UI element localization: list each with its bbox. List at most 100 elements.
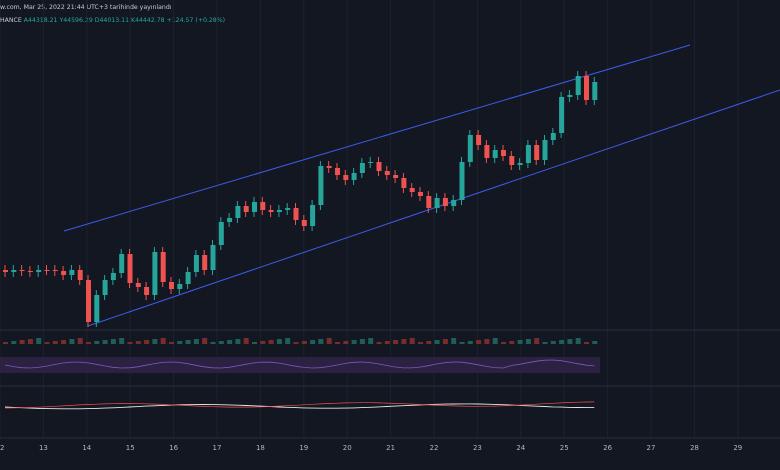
ohlc-legend: HANCE A44318.21 Y44596.29 D44013.11 K444…: [0, 17, 225, 24]
volume-bar: [243, 338, 249, 344]
candle-body: [459, 162, 465, 200]
volume-bar: [69, 339, 75, 344]
candle-body: [169, 282, 174, 289]
candle-body: [193, 255, 199, 272]
volume-bar: [52, 341, 58, 344]
volume-bar: [501, 342, 506, 344]
candle-body: [476, 135, 482, 145]
candle-body: [401, 178, 407, 188]
candle-body: [210, 245, 216, 270]
candle-body: [160, 252, 166, 282]
x-axis-label: 22: [430, 444, 439, 452]
volume-bar: [44, 342, 50, 344]
volume-bar: [19, 340, 25, 344]
x-axis-label: 14: [82, 444, 91, 452]
volume-bar: [177, 341, 183, 344]
volume-bar: [509, 341, 515, 344]
volume-bar: [252, 342, 257, 344]
candle-body: [326, 166, 332, 168]
volume-bar: [592, 341, 598, 344]
volume-bar: [368, 338, 374, 344]
candle-body: [177, 284, 183, 289]
x-axis-label: 20: [343, 444, 352, 452]
candle-body: [144, 287, 150, 295]
volume-bar: [534, 338, 540, 344]
candle-body: [110, 273, 116, 280]
volume-bar: [102, 340, 108, 344]
candle-body: [276, 210, 282, 212]
candle-body: [359, 163, 365, 173]
candle-body: [376, 162, 382, 171]
candle-body: [351, 173, 357, 180]
candle-body: [285, 208, 291, 210]
candle-body: [335, 168, 340, 175]
candle-body: [567, 95, 573, 97]
volume-bar: [393, 340, 399, 344]
volume-bar: [202, 338, 208, 344]
volume-bar: [542, 342, 548, 344]
volume-bar: [36, 338, 42, 344]
candle-body: [135, 283, 141, 287]
x-axis-label: 13: [39, 444, 48, 452]
volume-bar: [451, 338, 457, 344]
volume-bar: [442, 339, 448, 344]
x-axis-label: 21: [386, 444, 395, 452]
candle-body: [11, 270, 17, 272]
candle-body: [61, 271, 67, 275]
candle-body: [102, 280, 108, 295]
volume-bar: [268, 340, 274, 344]
x-axis-label: 15: [126, 444, 135, 452]
volume-bar: [467, 341, 473, 344]
ohlc-close: K44442.78: [131, 17, 165, 24]
candle-body: [3, 270, 8, 272]
candle-body: [44, 270, 50, 271]
candle-body: [393, 175, 399, 178]
volume-bar: [276, 339, 282, 344]
volume-bar: [293, 342, 299, 344]
candle-body: [484, 145, 490, 158]
volume-bar: [459, 342, 465, 344]
candle-body: [542, 140, 548, 160]
rsi-line: [4, 359, 595, 369]
volume-bar: [152, 339, 158, 344]
candle-body: [227, 218, 233, 222]
volume-bar: [343, 341, 349, 344]
volume-bar: [27, 339, 33, 344]
volume-bar: [517, 340, 523, 344]
x-axis-label: 24: [516, 444, 525, 452]
candle-body: [426, 196, 432, 208]
candle-body: [384, 171, 390, 175]
symbol-fragment: HANCE: [0, 17, 22, 24]
candle-body: [550, 133, 556, 140]
candle-body: [69, 270, 75, 275]
candle-body: [343, 175, 349, 180]
volume-bar: [335, 342, 340, 344]
volume-bar: [77, 338, 83, 344]
candle-body: [202, 255, 208, 270]
volume-bar: [301, 341, 307, 344]
volume-bar: [260, 341, 266, 344]
rsi-band: [0, 357, 600, 373]
candle-body: [409, 188, 415, 192]
candle-body: [260, 202, 266, 210]
volume-bar: [135, 341, 141, 344]
x-axis-label: 18: [256, 444, 265, 452]
x-axis-label: 19: [299, 444, 308, 452]
candle-body: [127, 254, 133, 283]
ohlc-high: Y44596.29: [59, 17, 93, 24]
candle-body: [19, 270, 25, 271]
x-axis-label: 16: [169, 444, 178, 452]
volume-bar: [310, 340, 316, 344]
volume-bar: [584, 342, 589, 344]
volume-bar: [185, 340, 191, 344]
volume-bar: [218, 341, 224, 344]
volume-bar: [318, 339, 324, 344]
volume-bar: [401, 339, 407, 344]
x-axis-label: 12: [0, 444, 4, 452]
candle-body: [268, 210, 274, 212]
candle-body: [252, 202, 257, 212]
publication-line: w.com, Mar 25, 2022 21:44 UTC+3 tarihind…: [0, 4, 172, 11]
volume-bar: [426, 341, 432, 344]
